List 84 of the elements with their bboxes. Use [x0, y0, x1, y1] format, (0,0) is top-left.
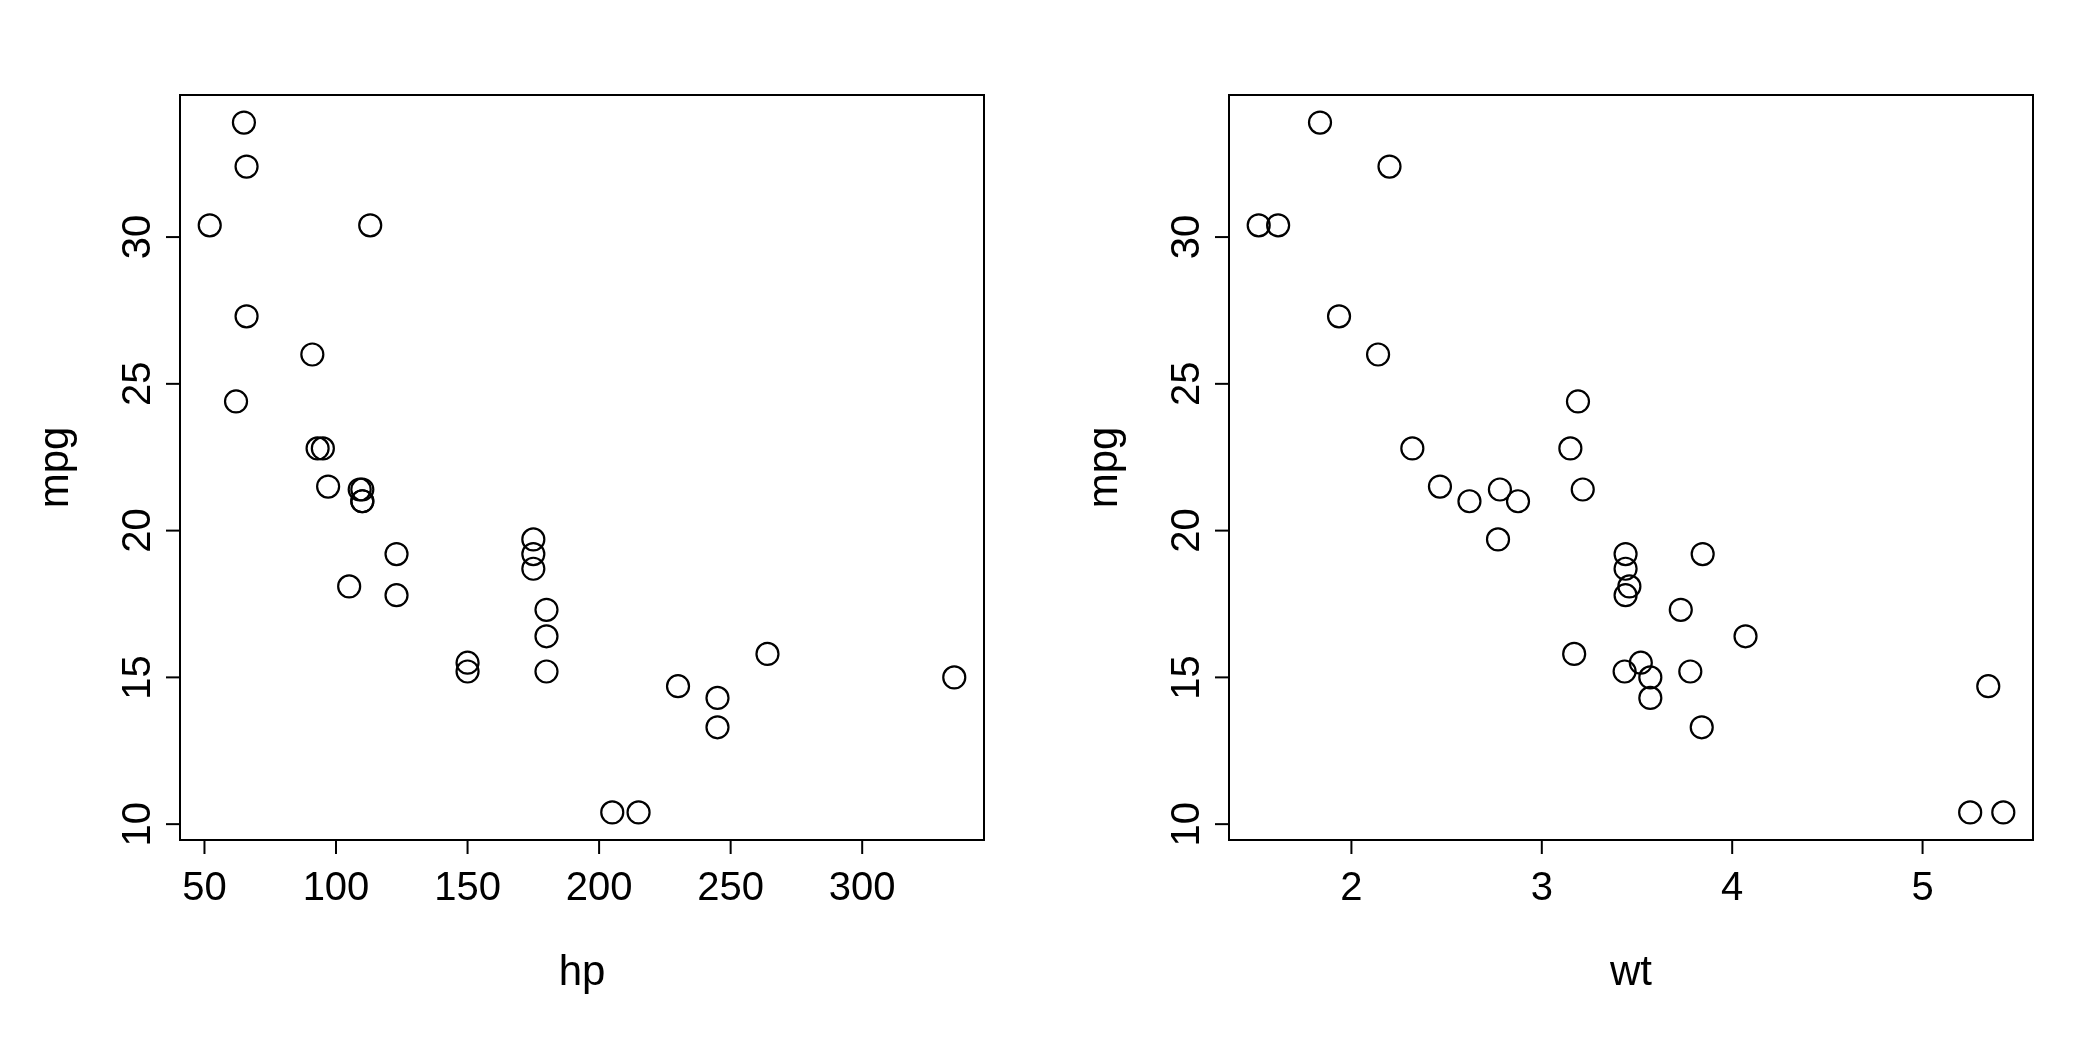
point — [705, 715, 730, 740]
point — [1958, 800, 1983, 825]
point — [223, 389, 249, 414]
point — [358, 213, 383, 238]
y-tick-label: 15 — [114, 655, 158, 700]
point — [1485, 527, 1511, 552]
y-tick-label: 15 — [1163, 655, 1207, 700]
x-tick-label: 100 — [302, 864, 370, 908]
point — [1628, 650, 1653, 675]
point — [455, 659, 480, 684]
y-axis-title: mpg — [1079, 426, 1126, 509]
point — [316, 474, 341, 499]
point — [534, 624, 559, 649]
y-tick-label: 25 — [1163, 361, 1207, 407]
x-axis-title: hp — [558, 947, 606, 994]
point — [1613, 542, 1638, 567]
point — [231, 110, 257, 135]
point — [600, 800, 625, 825]
y-tick-label: 30 — [1163, 214, 1207, 260]
point — [1612, 659, 1637, 684]
point — [1733, 624, 1758, 649]
point — [705, 685, 730, 711]
point — [1613, 583, 1638, 608]
point — [1505, 489, 1531, 514]
x-axis-title: wt — [1609, 947, 1653, 994]
point — [234, 154, 259, 179]
x-tick-label: 300 — [828, 864, 896, 908]
point — [300, 342, 325, 367]
point — [1457, 489, 1482, 514]
point — [1307, 110, 1333, 135]
point — [1558, 436, 1583, 461]
point — [534, 597, 559, 622]
point — [1991, 800, 2016, 825]
point — [197, 213, 222, 238]
x-tick-label: 4 — [1721, 864, 1744, 908]
point — [1617, 574, 1642, 599]
point — [1690, 542, 1715, 567]
x-tick-label: 150 — [434, 864, 501, 908]
point — [1365, 342, 1391, 367]
point — [1976, 674, 2001, 699]
point — [1562, 641, 1587, 666]
point — [1377, 154, 1402, 179]
point — [1400, 436, 1425, 461]
point — [521, 527, 546, 552]
point — [1613, 556, 1638, 581]
x-tick-label: 50 — [182, 864, 227, 908]
x-tick-label: 2 — [1340, 864, 1363, 908]
point — [1326, 304, 1352, 329]
y-tick-label: 20 — [1163, 508, 1207, 553]
point — [1266, 213, 1291, 238]
point — [1570, 477, 1595, 502]
point — [310, 436, 335, 461]
point — [384, 583, 409, 608]
y-tick-label: 30 — [114, 214, 158, 260]
point — [626, 800, 651, 825]
point — [1678, 659, 1703, 684]
y-tick-label: 10 — [1163, 801, 1207, 847]
point — [1565, 389, 1591, 414]
point — [305, 436, 330, 461]
point — [1427, 474, 1453, 499]
point — [384, 542, 409, 567]
point — [455, 650, 480, 675]
y-axis-title: mpg — [30, 426, 77, 509]
point — [1689, 715, 1714, 740]
x-tick-label: 3 — [1530, 864, 1553, 908]
point — [755, 641, 780, 666]
point — [1487, 477, 1513, 502]
point — [521, 556, 546, 581]
y-tick-label: 10 — [114, 801, 158, 847]
x-tick-label: 250 — [697, 864, 765, 908]
point — [534, 659, 559, 684]
x-tick-label: 5 — [1911, 864, 1934, 908]
point — [521, 542, 546, 567]
point — [942, 665, 967, 690]
point — [337, 574, 362, 599]
y-tick-label: 20 — [114, 508, 158, 553]
y-tick-label: 25 — [114, 361, 158, 407]
point — [665, 674, 691, 699]
x-tick-label: 200 — [565, 864, 633, 908]
point — [234, 304, 259, 329]
point — [1638, 665, 1663, 690]
point — [1246, 213, 1271, 238]
point — [1668, 597, 1693, 622]
point — [1638, 685, 1663, 711]
